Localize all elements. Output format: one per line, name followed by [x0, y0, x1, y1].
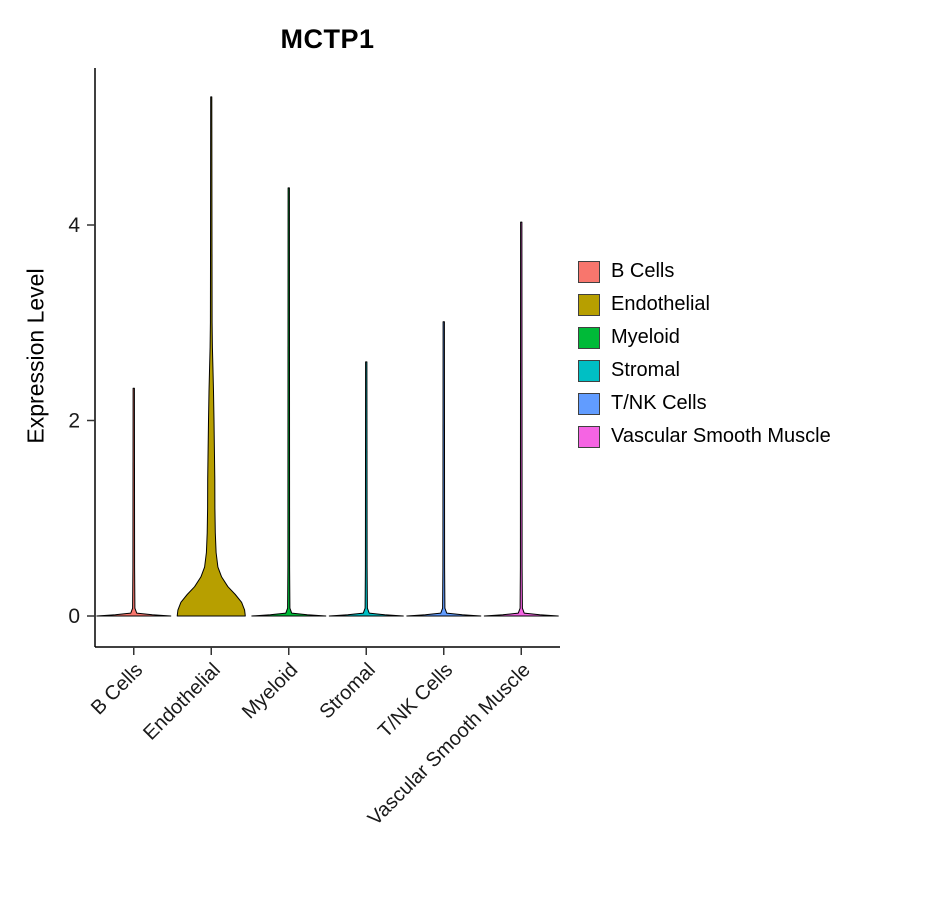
- violin-stromal: [328, 361, 404, 617]
- legend-item-endothelial: Endothelial: [578, 293, 831, 316]
- legend-item-b-cells: B Cells: [578, 260, 831, 283]
- violin-myeloid: [251, 187, 327, 617]
- x-tick-label-vascular-smooth-muscle: Vascular Smooth Muscle: [364, 659, 535, 830]
- legend-swatch-myeloid: [578, 326, 600, 349]
- legend-label: Endothelial: [611, 293, 710, 315]
- legend-item-t-nk-cells: T/NK Cells: [578, 392, 831, 415]
- violin-t-nk-cells: [406, 321, 482, 617]
- y-axis-label: Expression Level: [22, 268, 49, 444]
- legend-label: B Cells: [611, 260, 675, 282]
- y-tick-label: 4: [68, 214, 80, 237]
- legend-label: Vascular Smooth Muscle: [611, 425, 831, 447]
- legend-label: Stromal: [611, 359, 680, 381]
- x-tick-label-stromal: Stromal: [316, 659, 380, 723]
- violin-endothelial: [176, 96, 246, 617]
- legend-item-stromal: Stromal: [578, 359, 831, 382]
- legend-swatch-stromal: [578, 359, 600, 382]
- legend: B Cells Endothelial Myeloid Stromal T/NK Cel…: [578, 260, 831, 448]
- legend-swatch-vascular-smooth-muscle: [578, 425, 600, 448]
- y-tick-label: 2: [68, 410, 80, 433]
- y-tick-label: 0: [68, 605, 80, 628]
- legend-item-vascular-smooth-muscle: Vascular Smooth Muscle: [578, 425, 831, 448]
- x-tick-label-endothelial: Endothelial: [139, 659, 225, 745]
- legend-item-myeloid: Myeloid: [578, 326, 831, 349]
- legend-swatch-b-cells: [578, 260, 600, 283]
- x-tick-label-t-nk-cells: T/NK Cells: [374, 659, 457, 742]
- legend-swatch-t-nk-cells: [578, 392, 600, 415]
- violin-b-cells: [96, 387, 172, 617]
- x-tick-label-myeloid: Myeloid: [238, 659, 302, 723]
- legend-label: T/NK Cells: [611, 392, 707, 414]
- legend-label: Myeloid: [611, 326, 680, 348]
- chart-title: MCTP1: [280, 24, 375, 54]
- legend-swatch-endothelial: [578, 293, 600, 316]
- x-tick-label-b-cells: B Cells: [87, 659, 147, 719]
- violin-vascular-smooth-muscle: [483, 221, 559, 617]
